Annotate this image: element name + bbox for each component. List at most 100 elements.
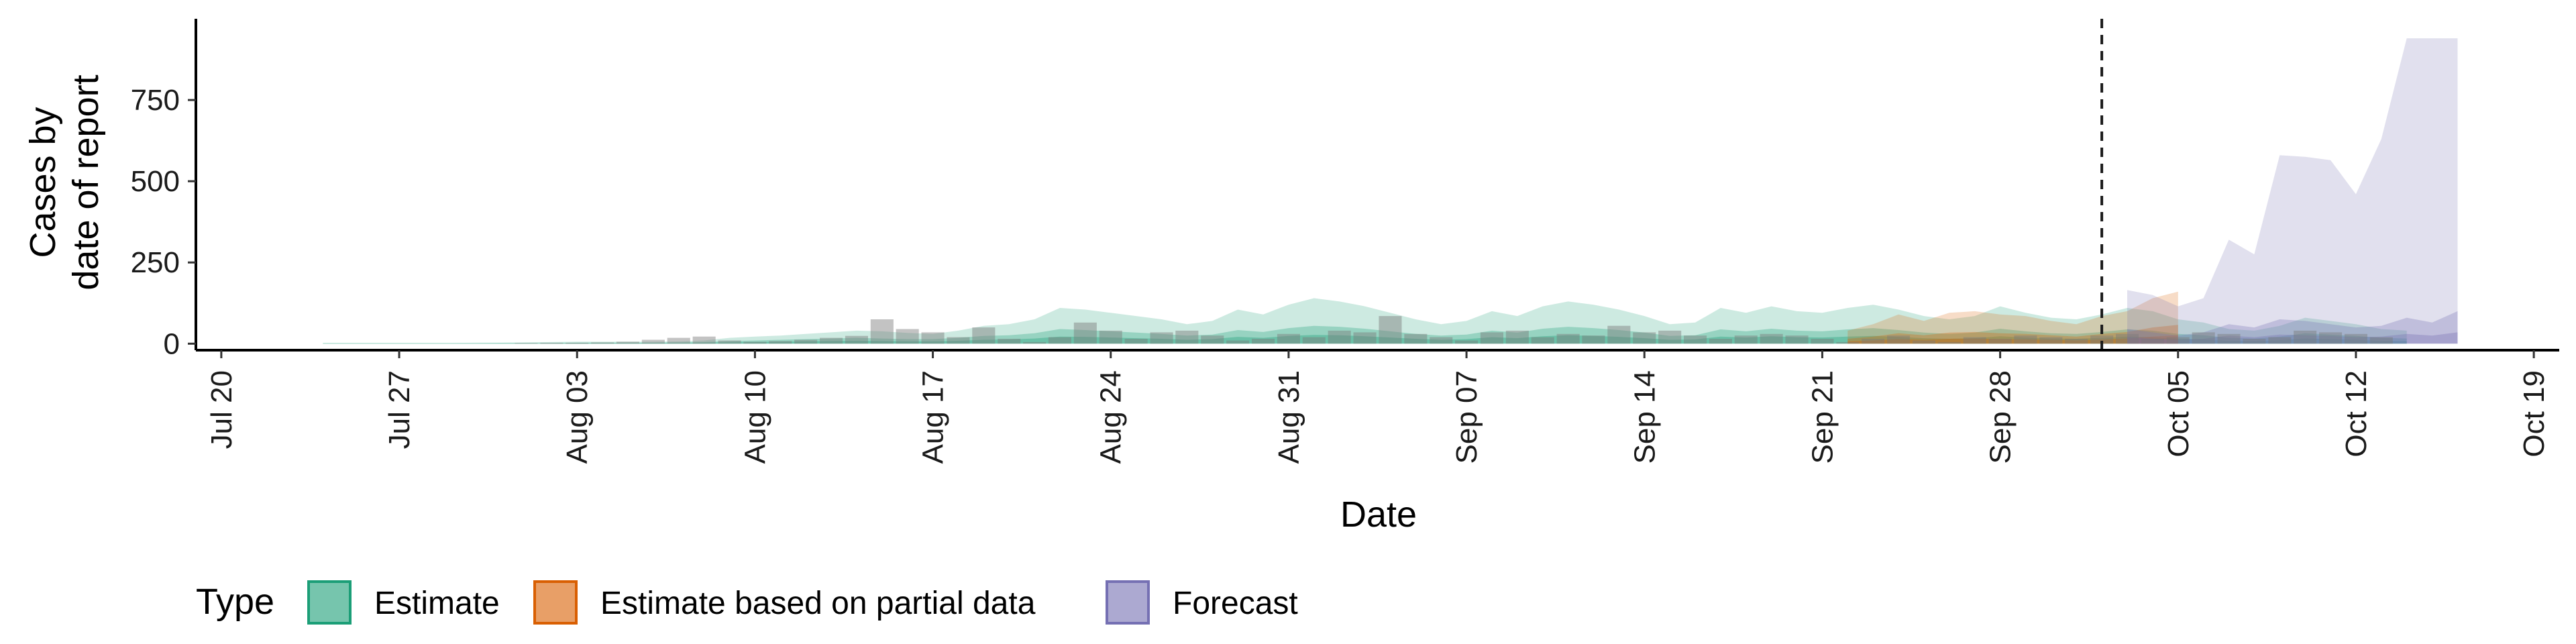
reported-case-bar [718,340,741,344]
reported-case-bar [2090,335,2114,344]
x-tick-label: Sep 14 [1628,370,1661,464]
reported-case-bar [2217,333,2241,344]
reported-case-bar [1658,330,1682,344]
x-axis-title: Date [1340,494,1417,535]
legend-label-forecast: Forecast [1173,586,1298,621]
reported-case-bar [1023,341,1046,344]
reported-case-bar [972,327,996,344]
reported-case-bar [616,341,639,344]
reported-case-bar [1277,333,1300,344]
x-tick-label: Sep 21 [1806,370,1839,464]
reported-case-bar [1302,337,1326,344]
reported-case-bar [1862,339,1885,344]
reported-case-bar [1684,335,1707,344]
reported-case-bar [2294,330,2317,344]
reported-case-bar [1811,339,1834,344]
y-tick-label: 250 [131,246,180,279]
reported-case-bar [743,341,767,344]
x-tick-label: Sep 07 [1450,370,1483,464]
reported-case-bar [1455,340,1479,344]
reported-case-bar [921,332,945,344]
reported-case-bar [845,335,868,344]
reported-case-bar [1963,337,1986,344]
reported-case-bar [870,319,894,344]
x-tick-label: Oct 19 [2518,370,2551,458]
y-tick-label: 750 [131,84,180,117]
reported-case-bar [769,341,792,344]
reported-case-bar [667,337,690,344]
reported-case-bar [1226,340,1250,344]
reported-case-bar [566,342,589,344]
reported-case-bar [2344,333,2367,344]
reported-case-bar [1505,330,1529,344]
reported-case-bar [641,339,665,344]
reported-case-bar [1937,341,1961,344]
reported-case-bar [1988,339,2012,344]
reported-case-bar [1150,332,1173,344]
legend: Type Estimate Estimate based on partial … [196,580,1298,625]
reported-case-bar [540,342,564,344]
reported-case-bar [1175,330,1199,344]
legend-key-partial [533,580,578,625]
reported-case-bar [1048,337,1071,344]
band-90-estimate-based-on-partial-data [1847,291,2178,344]
reported-case-bar [1379,316,1402,344]
band-median-estimate-based-on-partial-data [1847,335,2178,344]
legend-label-estimate: Estimate [374,586,500,621]
x-tick-label: Sep 28 [1984,370,2017,464]
y-tick-label: 0 [164,327,180,360]
reported-case-bar [1099,330,1122,344]
reported-case-bar [1328,330,1351,344]
reported-case-bar [2166,337,2190,344]
reported-case-bar [947,337,970,344]
reported-case-bar [2268,337,2292,344]
x-tick-label: Jul 20 [205,370,238,449]
reported-case-bar [1582,335,1605,344]
reported-case-bar [1531,337,1554,344]
x-tick-label: Aug 10 [739,370,771,464]
legend-key-forecast [1106,580,1150,625]
reported-case-bar [1785,335,1809,344]
band-50-estimate [323,325,2407,344]
reported-case-bar [1353,332,1377,344]
x-tick-label: Oct 12 [2340,370,2373,458]
reported-case-bar [591,342,614,344]
reported-case-bar [1073,322,1097,344]
reported-case-bar [2369,337,2393,344]
reported-case-bar [2243,339,2266,344]
reported-case-bar [1887,335,1911,344]
reported-case-bar [998,339,1021,344]
reported-case-bar [1607,325,1631,344]
x-tick-label: Oct 05 [2162,370,2195,458]
reported-case-bar [1633,332,1656,344]
reported-case-bar [2116,333,2139,344]
reported-case-bar [1404,333,1428,344]
band-50-estimate-based-on-partial-data [1847,325,2178,344]
x-tick-label: Jul 27 [383,370,416,449]
y-axis-title-line-2: date of report [66,74,106,290]
reported-case-bar [896,329,919,344]
x-tick-label: Aug 03 [561,370,594,464]
reported-case-bar [2192,332,2215,344]
x-tick-label: Aug 31 [1273,370,1305,464]
reported-case-bar [1201,335,1224,344]
reported-case-bar [1252,339,1275,344]
legend-label-partial: Estimate based on partial data [600,586,1036,621]
band-median-forecast [2127,332,2458,344]
reported-case-bar [1836,341,1860,344]
legend-key-estimate [307,580,352,625]
legend-title: Type [196,582,274,622]
band-50-forecast [2127,311,2458,344]
reported-case-bar [2014,335,2037,344]
reported-case-bar [820,337,843,344]
band-90-forecast [2127,38,2458,344]
reported-case-bar [1760,333,1783,344]
x-tick-label: Aug 24 [1095,370,1128,464]
reported-case-bar [2065,339,2088,344]
reported-case-bar [2319,332,2343,344]
reported-case-bar [794,339,818,344]
band-median-estimate [323,335,2407,344]
reported-case-bar [1709,339,1732,344]
reported-case-bar [2039,337,2063,344]
reported-case-bar [1556,333,1580,344]
